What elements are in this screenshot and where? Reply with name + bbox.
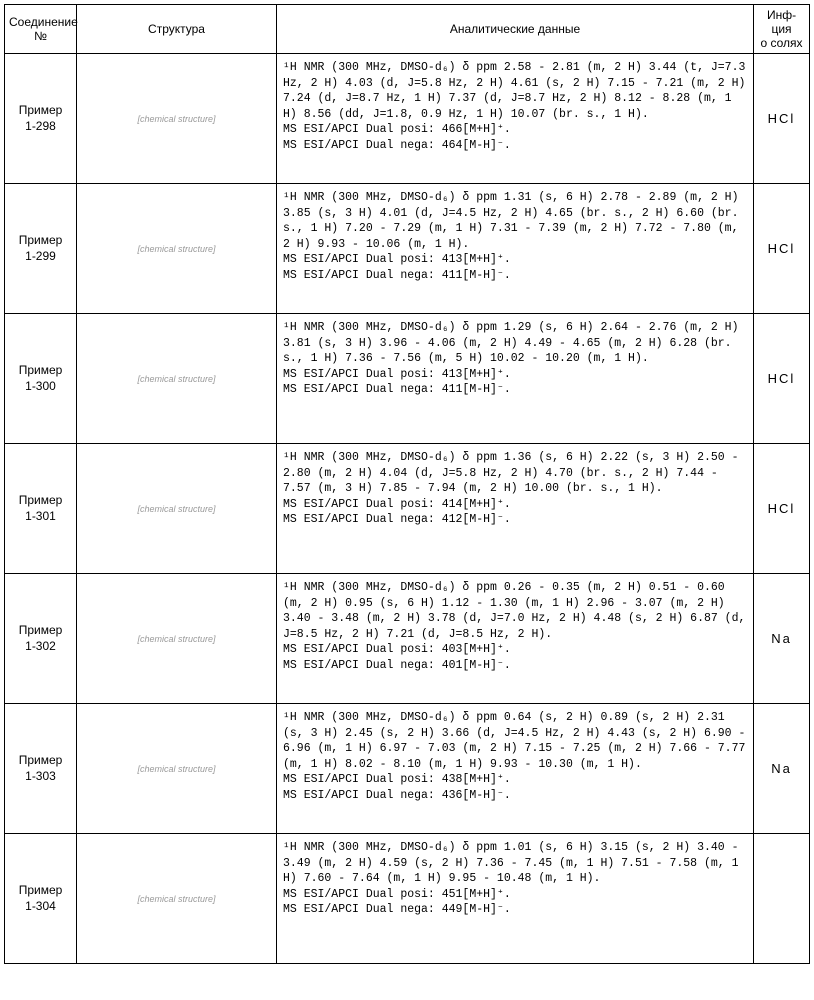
structure-placeholder: [chemical structure] [81,187,272,310]
table-row: Пример 1-301[chemical structure]¹H NMR (… [5,444,810,574]
compound-table: Соединение № Структура Аналитические дан… [4,4,810,964]
salt-info: HCl [754,314,810,444]
structure-cell: [chemical structure] [77,834,277,964]
structure-cell: [chemical structure] [77,54,277,184]
analytical-data: ¹H NMR (300 MHz, DMSO-d₆) δ ppm 0.64 (s,… [277,704,754,834]
salt-info: HCl [754,444,810,574]
analytical-data: ¹H NMR (300 MHz, DMSO-d₆) δ ppm 0.26 - 0… [277,574,754,704]
structure-placeholder: [chemical structure] [81,837,272,960]
structure-placeholder: [chemical structure] [81,447,272,570]
analytical-data: ¹H NMR (300 MHz, DMSO-d₆) δ ppm 1.29 (s,… [277,314,754,444]
salt-info [754,834,810,964]
col-header-salt: Инф-ция о солях [754,5,810,54]
structure-placeholder: [chemical structure] [81,707,272,830]
salt-info: Na [754,704,810,834]
structure-placeholder: [chemical structure] [81,57,272,180]
compound-id: Пример 1-298 [5,54,77,184]
table-row: Пример 1-303[chemical structure]¹H NMR (… [5,704,810,834]
salt-info: HCl [754,184,810,314]
structure-cell: [chemical structure] [77,704,277,834]
table-row: Пример 1-302[chemical structure]¹H NMR (… [5,574,810,704]
structure-cell: [chemical structure] [77,314,277,444]
compound-id: Пример 1-304 [5,834,77,964]
salt-info: HCl [754,54,810,184]
table-row: Пример 1-298[chemical structure]¹H NMR (… [5,54,810,184]
structure-cell: [chemical structure] [77,574,277,704]
col-header-structure: Структура [77,5,277,54]
analytical-data: ¹H NMR (300 MHz, DMSO-d₆) δ ppm 1.01 (s,… [277,834,754,964]
compound-id: Пример 1-300 [5,314,77,444]
compound-id: Пример 1-303 [5,704,77,834]
analytical-data: ¹H NMR (300 MHz, DMSO-d₆) δ ppm 2.58 - 2… [277,54,754,184]
structure-placeholder: [chemical structure] [81,577,272,700]
col-header-analytical: Аналитические данные [277,5,754,54]
structure-cell: [chemical structure] [77,184,277,314]
analytical-data: ¹H NMR (300 MHz, DMSO-d₆) δ ppm 1.31 (s,… [277,184,754,314]
table-header-row: Соединение № Структура Аналитические дан… [5,5,810,54]
structure-placeholder: [chemical structure] [81,317,272,440]
compound-id: Пример 1-301 [5,444,77,574]
col-header-compound: Соединение № [5,5,77,54]
table-row: Пример 1-299[chemical structure]¹H NMR (… [5,184,810,314]
analytical-data: ¹H NMR (300 MHz, DMSO-d₆) δ ppm 1.36 (s,… [277,444,754,574]
compound-id: Пример 1-302 [5,574,77,704]
compound-id: Пример 1-299 [5,184,77,314]
table-row: Пример 1-300[chemical structure]¹H NMR (… [5,314,810,444]
table-row: Пример 1-304[chemical structure]¹H NMR (… [5,834,810,964]
structure-cell: [chemical structure] [77,444,277,574]
salt-info: Na [754,574,810,704]
